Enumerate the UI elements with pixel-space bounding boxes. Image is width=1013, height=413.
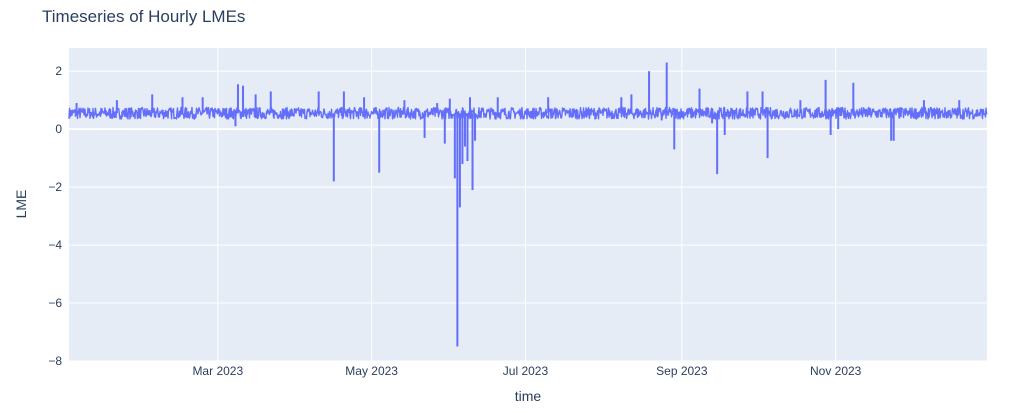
y-tick-label: 2 [55,64,62,78]
y-axis-title: LME [13,190,29,219]
x-tick-label: May 2023 [345,364,398,378]
x-tick-label: Sep 2023 [656,364,708,378]
x-axis-ticks: Mar 2023 May 2023 Jul 2023 Sep 2023 Nov 2023 [192,364,861,378]
x-tick-label: Jul 2023 [503,364,549,378]
series-line [68,106,988,120]
x-tick-label: Nov 2023 [810,364,862,378]
y-tick-label: −4 [48,238,62,252]
y-tick-label: −6 [48,296,62,310]
series-layer [68,62,988,347]
x-axis-title: time [515,388,542,404]
y-tick-label: 0 [55,122,62,136]
y-tick-label: −2 [48,180,62,194]
plot-area [69,48,987,361]
chart-title: Timeseries of Hourly LMEs [42,7,245,26]
x-tick-label: Mar 2023 [192,364,243,378]
spikes [75,62,961,347]
y-axis-ticks: 2 0 −2 −4 −6 −8 [48,64,62,368]
gridlines [69,48,987,362]
y-tick-label: −8 [48,354,62,368]
